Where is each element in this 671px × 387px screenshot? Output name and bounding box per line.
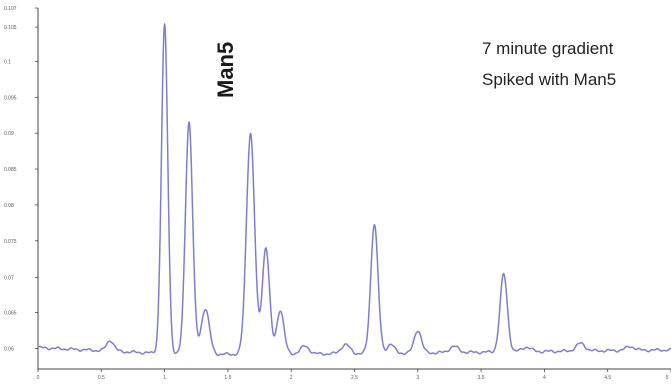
- x-tick-label: 3.5: [478, 375, 485, 381]
- y-tick-label: 0.07: [4, 275, 14, 281]
- peak-label-man5: Man5: [213, 42, 238, 98]
- x-tick-label: 1.5: [224, 375, 231, 381]
- y-tick-label: 0.1: [4, 59, 11, 65]
- y-tick-label: 0.08: [4, 203, 14, 209]
- gradient-annotation: 7 minute gradient: [482, 39, 614, 58]
- x-axis: 0 0.5 1 1.5 2 2.5 3 3.5 4 4.5 5: [37, 368, 671, 381]
- chromatogram-trace: [37, 23, 671, 357]
- x-tick-label: 1: [163, 375, 166, 381]
- y-tick-label: 0.095: [4, 95, 17, 101]
- x-tick-label: 2.5: [351, 375, 358, 381]
- x-tick-label: 0: [37, 375, 40, 381]
- y-axis: 0.107 0.105 0.1 0.095 0.09 0.085 0.08 0.075 0.07…: [4, 6, 39, 369]
- y-tick-label: 0.105: [4, 25, 17, 31]
- x-tick-label: 5: [666, 375, 669, 381]
- x-tick-label: 0.5: [98, 375, 105, 381]
- spike-annotation: Spiked with Man5: [482, 70, 616, 89]
- y-tick-label: 0.09: [4, 131, 14, 137]
- x-tick-label: 4: [543, 375, 546, 381]
- x-tick-label: 2: [290, 375, 293, 381]
- x-tick-label: 3: [416, 375, 419, 381]
- y-tick-label: 0.107: [4, 6, 17, 12]
- x-tick-label: 4.5: [604, 375, 611, 381]
- x-ticks: 0 0.5 1 1.5 2 2.5 3 3.5 4 4.5 5: [37, 369, 671, 381]
- y-ticks: 0.107 0.105 0.1 0.095 0.09 0.085 0.08 0.075 0.07…: [4, 6, 38, 352]
- y-tick-label: 0.075: [4, 239, 17, 245]
- y-tick-label: 0.065: [4, 311, 17, 317]
- y-tick-label: 0.06: [4, 346, 14, 352]
- y-tick-label: 0.085: [4, 167, 17, 173]
